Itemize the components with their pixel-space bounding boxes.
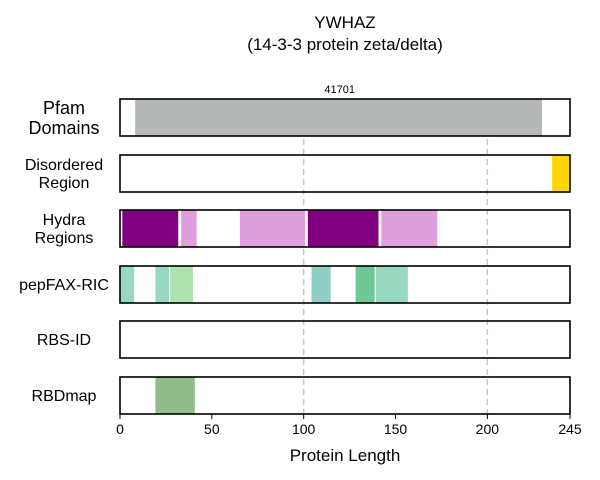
x-tick-label-5: 245 [558, 421, 582, 437]
annotation-label: 41701 [324, 84, 355, 96]
segment-3-3 [310, 265, 332, 304]
x-axis-label: Protein Length [290, 446, 401, 465]
x-axis: 0 50 100 150 200 245 [116, 414, 582, 437]
x-tick-label-3: 150 [384, 421, 408, 437]
x-tick-label-2: 100 [292, 421, 316, 437]
segment-2-0 [121, 209, 180, 248]
track-5: RBDmap [32, 376, 571, 415]
track-label-2: Hydra Regions [35, 212, 94, 247]
segment-2-3 [306, 209, 380, 248]
segment-3-5 [374, 265, 409, 304]
segment-2-4 [380, 209, 439, 248]
track-0: Pfam Domains [28, 98, 571, 138]
segment-5-0 [154, 376, 196, 415]
segment-3-2 [169, 265, 194, 304]
track-4: RBS-ID [37, 320, 571, 359]
segment-2-1 [180, 209, 198, 248]
track-label-0: Pfam Domains [28, 98, 99, 138]
segment-3-1 [154, 265, 171, 304]
segment-1-0 [551, 154, 571, 193]
track-label-5: RBDmap [32, 388, 97, 405]
chart-title: YWHAZ [314, 13, 375, 32]
grid-lines [302, 99, 489, 414]
track-frame-0 [119, 98, 571, 137]
track-frame-1 [119, 154, 571, 193]
tracks: Pfam Domains Disordered Region Hydra Regions p… [19, 98, 571, 415]
track-frame-2 [119, 209, 571, 248]
track-frame-3 [119, 265, 571, 304]
track-label-4: RBS-ID [37, 332, 91, 349]
segment-2-2 [238, 209, 307, 248]
segment-3-4 [354, 265, 376, 304]
track-2: Hydra Regions [35, 209, 571, 248]
segment-0-0 [134, 98, 543, 137]
track-label-3: pepFAX-RIC [19, 277, 109, 294]
segment-3-0 [119, 265, 136, 304]
track-frame-5 [119, 376, 571, 415]
x-tick-label-1: 50 [204, 421, 220, 437]
track-label-1: Disordered Region [25, 157, 103, 192]
track-1: Disordered Region [25, 154, 571, 193]
chart-subtitle: (14-3-3 protein zeta/delta) [247, 35, 443, 54]
x-tick-label-4: 200 [476, 421, 500, 437]
track-frame-4 [119, 320, 571, 359]
track-3: pepFAX-RIC [19, 265, 571, 304]
x-tick-label-0: 0 [116, 421, 124, 437]
